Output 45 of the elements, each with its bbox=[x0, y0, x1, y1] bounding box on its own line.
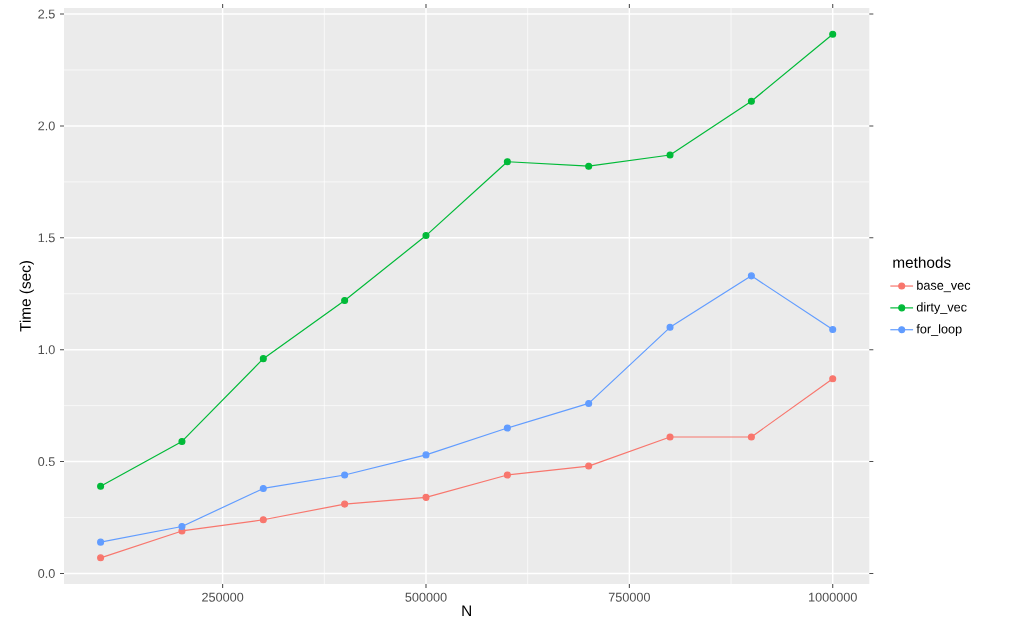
y-tick-label: 2.5 bbox=[38, 9, 55, 19]
point bbox=[259, 484, 267, 492]
point bbox=[422, 493, 430, 501]
y-tick-label: 2.0 bbox=[38, 121, 55, 131]
point bbox=[829, 30, 837, 38]
y-tick-label: 0.5 bbox=[38, 457, 55, 467]
point bbox=[503, 471, 511, 479]
point bbox=[666, 151, 674, 159]
point bbox=[585, 162, 593, 170]
point bbox=[259, 516, 267, 524]
legend-label: dirty_vec bbox=[916, 302, 967, 315]
y-tick-label: 1.5 bbox=[38, 233, 55, 243]
point bbox=[747, 97, 755, 105]
point bbox=[829, 375, 837, 383]
x-tick-label: 750000 bbox=[608, 592, 650, 602]
point bbox=[97, 482, 105, 490]
point bbox=[747, 433, 755, 441]
point bbox=[178, 437, 186, 445]
y-tick-label: 1.0 bbox=[38, 345, 55, 355]
point bbox=[259, 355, 267, 363]
point bbox=[503, 158, 511, 166]
point bbox=[341, 500, 349, 508]
legend-label: base_vec bbox=[917, 280, 971, 293]
point bbox=[503, 424, 511, 432]
point bbox=[422, 232, 430, 240]
point bbox=[829, 326, 837, 334]
x-axis-title: N bbox=[462, 605, 471, 617]
y-axis-title: Time (sec) bbox=[19, 261, 34, 332]
point bbox=[666, 323, 674, 331]
x-tick-label: 500000 bbox=[405, 592, 447, 602]
point bbox=[97, 538, 105, 546]
x-tick-label: 250000 bbox=[202, 592, 244, 602]
x-tick-label: 1000000 bbox=[809, 592, 857, 602]
y-tick-label: 0.0 bbox=[38, 569, 55, 578]
legend-label: for_loop bbox=[916, 324, 962, 336]
point bbox=[747, 272, 755, 280]
point bbox=[341, 296, 349, 305]
point bbox=[97, 554, 105, 562]
point bbox=[341, 471, 349, 479]
point bbox=[585, 399, 593, 407]
point bbox=[585, 462, 593, 470]
point bbox=[178, 522, 186, 531]
legend-title: methods bbox=[893, 256, 951, 268]
point bbox=[422, 451, 430, 459]
point bbox=[666, 433, 674, 441]
